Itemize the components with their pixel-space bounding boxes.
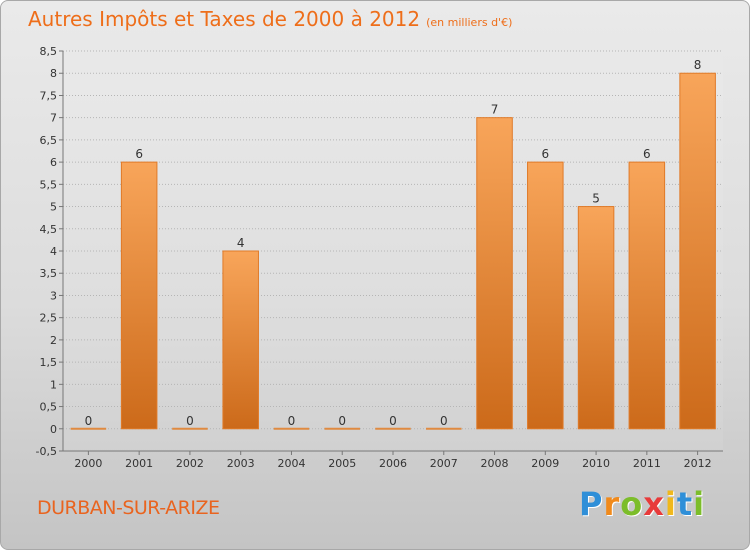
axes: -0,5 0 0,5 1 1,5 2 2,5 3 3,5 4 4,5 5 5,5 6 6,5 7 7,5 8 8,5…: [36, 45, 723, 470]
bar-value-label: 4: [237, 236, 245, 250]
x-tick-label: 2003: [227, 457, 255, 470]
bar: [679, 72, 716, 430]
x-tick-label: 2008: [481, 457, 509, 470]
y-tick-label: 1,5: [40, 356, 58, 369]
logo-letter: o: [620, 485, 644, 523]
unit-note: (en milliers d'€): [426, 16, 513, 29]
y-tick-label: 2: [50, 334, 57, 347]
y-tick-label: 0,5: [40, 401, 58, 414]
bar-value-label: 0: [338, 414, 346, 428]
y-tick-label: 7,5: [40, 89, 58, 102]
bar: [577, 206, 615, 430]
y-tick-label: -0,5: [36, 445, 57, 458]
x-tick-label: 2004: [277, 457, 305, 470]
bar: [476, 117, 513, 430]
bar-value-label: 6: [541, 147, 549, 161]
grid-lines: [63, 50, 723, 452]
bar: [120, 161, 158, 430]
x-tick-label: 2002: [176, 457, 204, 470]
y-tick-label: 4,5: [40, 223, 58, 236]
y-tick-label: 5: [50, 201, 57, 214]
bar-value-label: 0: [85, 414, 93, 428]
bar: [527, 161, 564, 430]
proxiti-logo: Proxiti: [579, 485, 705, 523]
y-tick-label: 1: [50, 378, 57, 391]
bars: 0 6 0 4 0 0 0 0 7 6 5 6 8: [70, 58, 716, 430]
logo-letter: i: [664, 485, 677, 523]
logo-letter: x: [643, 485, 665, 523]
y-tick-label: 6: [50, 156, 57, 169]
y-tick-label: 3,5: [40, 267, 58, 280]
x-tick-label: 2005: [328, 457, 356, 470]
y-tick-label: 8,5: [40, 45, 58, 58]
bar-value-label: 5: [592, 192, 600, 206]
y-tick-label: 0: [50, 423, 57, 436]
x-tick-label: 2011: [633, 457, 661, 470]
x-tick-label: 2007: [430, 457, 458, 470]
chart-title: Autres Impôts et Taxes de 2000 à 2012 (en…: [28, 7, 512, 31]
y-tick-label: 5,5: [40, 178, 58, 191]
x-tick-label: 2000: [74, 457, 102, 470]
logo-letter: r: [603, 485, 621, 523]
y-tick-label: 2,5: [40, 312, 58, 325]
bar: [628, 161, 666, 430]
bar-value-label: 0: [440, 414, 448, 428]
logo-letter: P: [579, 485, 604, 523]
bar-value-label: 0: [389, 414, 397, 428]
y-tick-label: 6,5: [40, 134, 58, 147]
bar-value-label: 0: [288, 414, 296, 428]
y-tick-label: 8: [50, 67, 57, 80]
bar-value-label: 6: [643, 147, 651, 161]
x-tick-label: 2009: [531, 457, 559, 470]
commune-name: DURBAN-SUR-ARIZE: [37, 497, 220, 519]
x-tick-label: 2010: [582, 457, 610, 470]
y-tick-label: 7: [50, 112, 57, 125]
bar-value-label: 7: [491, 103, 499, 117]
logo-letter: i: [693, 485, 706, 523]
bar-value-label: 8: [694, 58, 702, 72]
bar-value-label: 0: [186, 414, 194, 428]
x-tick-label: 2001: [125, 457, 153, 470]
x-tick-label: 2006: [379, 457, 407, 470]
x-tick-label: 2012: [684, 457, 712, 470]
logo-letter: t: [676, 485, 694, 523]
bar: [222, 250, 259, 430]
y-tick-label: 3: [50, 289, 57, 302]
y-tick-label: 4: [50, 245, 57, 258]
title-text: Autres Impôts et Taxes de 2000 à 2012: [28, 7, 421, 31]
bar-value-label: 6: [135, 147, 143, 161]
